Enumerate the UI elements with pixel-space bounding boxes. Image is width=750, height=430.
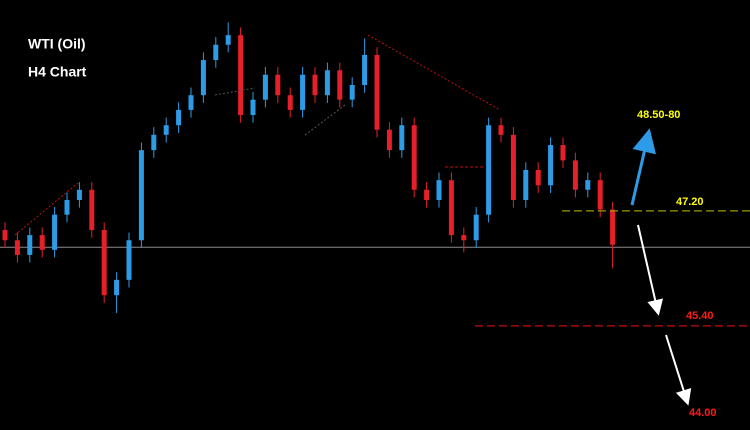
candle-body bbox=[151, 134, 157, 151]
up-arrow bbox=[630, 128, 656, 206]
candle-body bbox=[262, 74, 268, 100]
candle-body bbox=[89, 189, 95, 231]
candle-body bbox=[39, 235, 45, 250]
candle-body bbox=[597, 180, 603, 210]
candle-body bbox=[374, 54, 380, 130]
candle-body bbox=[610, 209, 616, 245]
target-label: 48.50-80 bbox=[637, 109, 680, 121]
down-arrow bbox=[665, 334, 692, 406]
candle-body bbox=[523, 169, 529, 200]
candle-body bbox=[275, 74, 281, 96]
candle-body bbox=[386, 129, 392, 151]
trend-line bbox=[367, 34, 501, 111]
candle-body bbox=[448, 180, 454, 236]
candle-body bbox=[238, 35, 244, 116]
candle-body bbox=[163, 125, 169, 135]
candle-body bbox=[2, 230, 8, 241]
candle-body bbox=[349, 84, 355, 100]
candle-body bbox=[76, 189, 82, 200]
candle-body bbox=[535, 169, 541, 186]
candle-body bbox=[200, 60, 206, 96]
candle-body bbox=[510, 134, 516, 200]
level-label: 44.00 bbox=[689, 407, 717, 419]
trend-line bbox=[214, 87, 256, 96]
candle-body bbox=[213, 44, 219, 61]
candle-body bbox=[486, 125, 492, 215]
down-arrow bbox=[637, 224, 664, 316]
candle-body bbox=[300, 74, 306, 110]
candle-body bbox=[287, 95, 293, 110]
candle-body bbox=[312, 74, 318, 96]
candle-body bbox=[14, 240, 20, 255]
candle-body bbox=[461, 235, 467, 241]
level-label: 47.20 bbox=[676, 196, 704, 208]
candle-body bbox=[114, 279, 120, 296]
candle-body bbox=[411, 125, 417, 190]
candle-body bbox=[52, 214, 58, 250]
chart-subtitle: H4 Chart bbox=[28, 64, 87, 80]
candle-body bbox=[188, 95, 194, 110]
level-label: 45.40 bbox=[686, 310, 714, 322]
candle-body bbox=[585, 180, 591, 190]
candle-body bbox=[126, 240, 132, 280]
chart-title: WTI (Oil) bbox=[28, 36, 86, 52]
candle-body bbox=[324, 70, 330, 96]
candle-body bbox=[548, 145, 554, 186]
candle-body bbox=[473, 214, 479, 241]
candle-body bbox=[250, 99, 256, 116]
candle-body bbox=[176, 109, 182, 126]
trend-line bbox=[304, 104, 346, 136]
candle-body bbox=[399, 125, 405, 151]
trend-line bbox=[14, 182, 79, 236]
candle-body bbox=[436, 180, 442, 200]
marks bbox=[0, 22, 750, 314]
candle-body bbox=[362, 54, 368, 85]
candle-body bbox=[560, 145, 566, 161]
candle-body bbox=[64, 199, 70, 215]
candle-body bbox=[337, 70, 343, 100]
candle-body bbox=[572, 160, 578, 190]
candle-body bbox=[225, 35, 231, 45]
candle-body bbox=[101, 230, 107, 296]
candle-body bbox=[498, 125, 504, 135]
candle-body bbox=[138, 150, 144, 241]
candle-body bbox=[424, 189, 430, 200]
candle-body bbox=[27, 235, 33, 255]
